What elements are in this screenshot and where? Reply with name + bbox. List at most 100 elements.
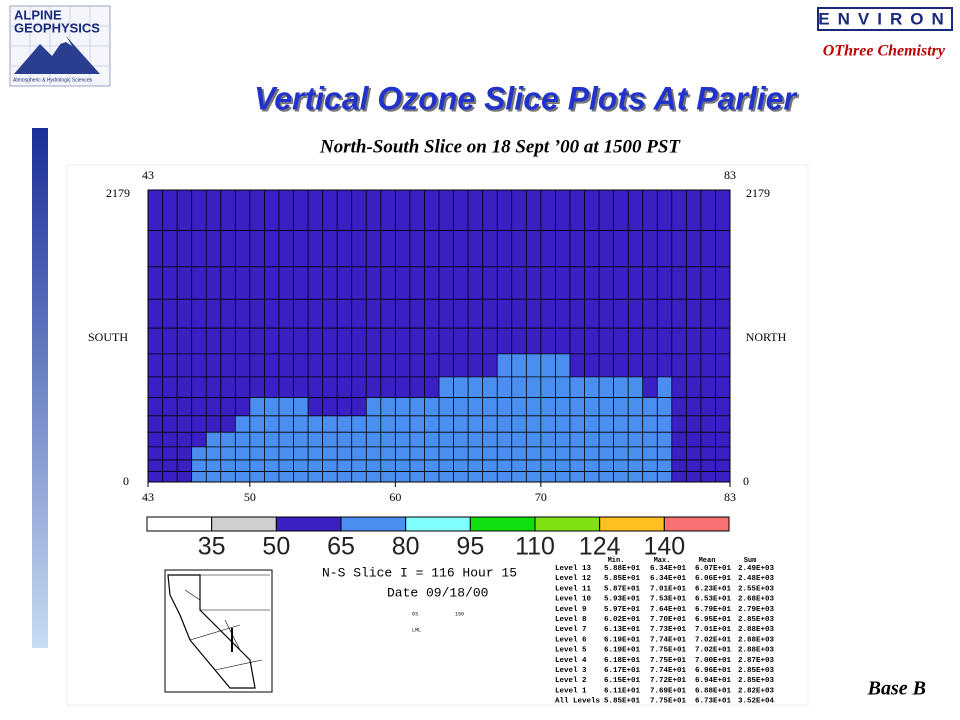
stats-cell: 6.94E+01 [695,677,732,685]
stats-cell: 2.88E+03 [738,636,775,644]
stats-cell: Level 6 [555,636,587,644]
stats-cell: 7.74E+01 [650,636,687,644]
ozone-band [657,376,672,482]
stats-cell: 3.52E+04 [738,698,775,706]
tagline: OThree Chemistry [823,43,946,60]
colorbar-label: 50 [262,533,290,561]
brand-box [817,7,953,31]
ozone-band [278,397,294,482]
stats-cell: Level 12 [555,575,592,583]
ozone-band [482,376,498,482]
stats-cell: 5.88E+01 [604,565,641,573]
stats-cell: 7.00E+01 [695,657,732,665]
stats-cell: 6.02E+01 [604,616,641,624]
side-bar [32,128,48,648]
info-line: Date 09/18/00 [387,585,488,600]
ozone-band [526,353,541,482]
colorbar-box [211,516,277,532]
stats-cell: 7.64E+01 [650,606,687,614]
colorbar-box [340,516,407,532]
colorbar-label: 124 [579,533,621,561]
stats-header: Max. [654,557,671,565]
stats-cell: 5.85E+01 [604,575,641,583]
ozone-band [293,397,309,482]
footer: Base B [867,678,926,700]
stats-cell: 7.75E+01 [650,647,687,655]
info-small: 150 [455,611,464,617]
info-line: N-S Slice I = 116 Hour 15 [322,565,517,580]
side-label: SOUTH [88,330,128,344]
ozone-band [497,353,512,482]
stats-cell: Level 10 [555,596,592,604]
colorbar-label: 35 [198,533,226,561]
stats-cell: Level 7 [555,626,587,634]
ozone-band [366,397,381,482]
colorbar-label: 140 [643,533,685,561]
stats-cell: 2.87E+03 [738,657,775,665]
stats-cell: 2.55E+03 [738,585,775,593]
stats-cell: Level 1 [555,687,587,695]
ozone-band [206,432,221,482]
stats-cell: 7.72E+01 [650,677,687,685]
colorbar-label: 95 [456,533,484,561]
x-tick-label: 50 [244,490,256,504]
stats-cell: 6.96E+01 [695,667,732,675]
logo-title: GEOPHYSICS [14,20,100,35]
stats-cell: Level 5 [555,647,587,655]
colorbar-label: 110 [515,533,555,561]
stats-cell: 7.01E+01 [650,585,687,593]
ozone-band [555,353,570,482]
title: Vertical Ozone Slice Plots At Parlier [254,80,797,116]
stats-cell: 6.88E+01 [695,687,732,695]
stats-cell: 6.19E+01 [604,647,641,655]
ozone-band [642,397,658,482]
ozone-band [264,397,279,482]
stats-cell: Level 2 [555,677,587,685]
slice-plot: 43 50 60 70 83 [142,189,736,504]
stats-cell: 6.07E+01 [695,565,732,573]
stats-cell: 7.70E+01 [650,616,687,624]
stats-cell: 6.34E+01 [650,565,687,573]
stats-cell: 6.06E+01 [695,575,732,583]
stats-cell: 2.82E+03 [738,687,775,695]
x-tick-label: 43 [142,490,154,504]
stats-cell: 7.74E+01 [650,667,687,675]
ozone-band [569,376,585,482]
corner-label: 43 [142,168,154,182]
stats-cell: 5.97E+01 [604,606,641,614]
stats-cell: 7.75E+01 [650,698,687,706]
stats-cell: 6.73E+01 [695,698,732,706]
ozone-band [584,376,600,482]
stats-header: Sum [744,557,757,565]
stats-cell: Level 9 [555,606,587,614]
colorbar-box [599,516,665,532]
colorbar: 35 50 65 80 95 110 124 140 [146,516,730,561]
stats-cell: 2.85E+03 [738,677,775,685]
stats-cell: 6.18E+01 [604,657,641,665]
stats-cell: Level 3 [555,667,587,675]
corner-label: 2179 [746,186,770,200]
stats-cell: 7.73E+01 [650,626,687,634]
stats-cell: Level 8 [555,616,587,624]
side-label: NORTH [746,330,787,344]
ozone-band [308,415,323,482]
ozone-band [468,376,483,482]
title-shadow: Vertical Ozone Slice Plots At Parlier [256,82,799,118]
ozone-band [453,376,469,482]
ozone-band [511,353,527,482]
stats-cell: 6.13E+01 [604,626,641,634]
stats-cell: 7.02E+01 [695,647,732,655]
stats-cell: 2.88E+03 [738,647,775,655]
stats-cell: 6.23E+01 [695,585,732,593]
ozone-band [322,415,338,482]
stats-cell: 7.69E+01 [650,687,687,695]
ozone-band [220,432,236,482]
x-tick-label: 60 [389,490,401,504]
logo-title: ALPINE [14,7,62,22]
stats-cell: 6.53E+01 [695,596,732,604]
stats-cell: 2.49E+03 [738,565,775,573]
corner-label: 83 [724,168,736,182]
ozone-band [235,415,250,482]
info-small: LML [412,627,421,633]
